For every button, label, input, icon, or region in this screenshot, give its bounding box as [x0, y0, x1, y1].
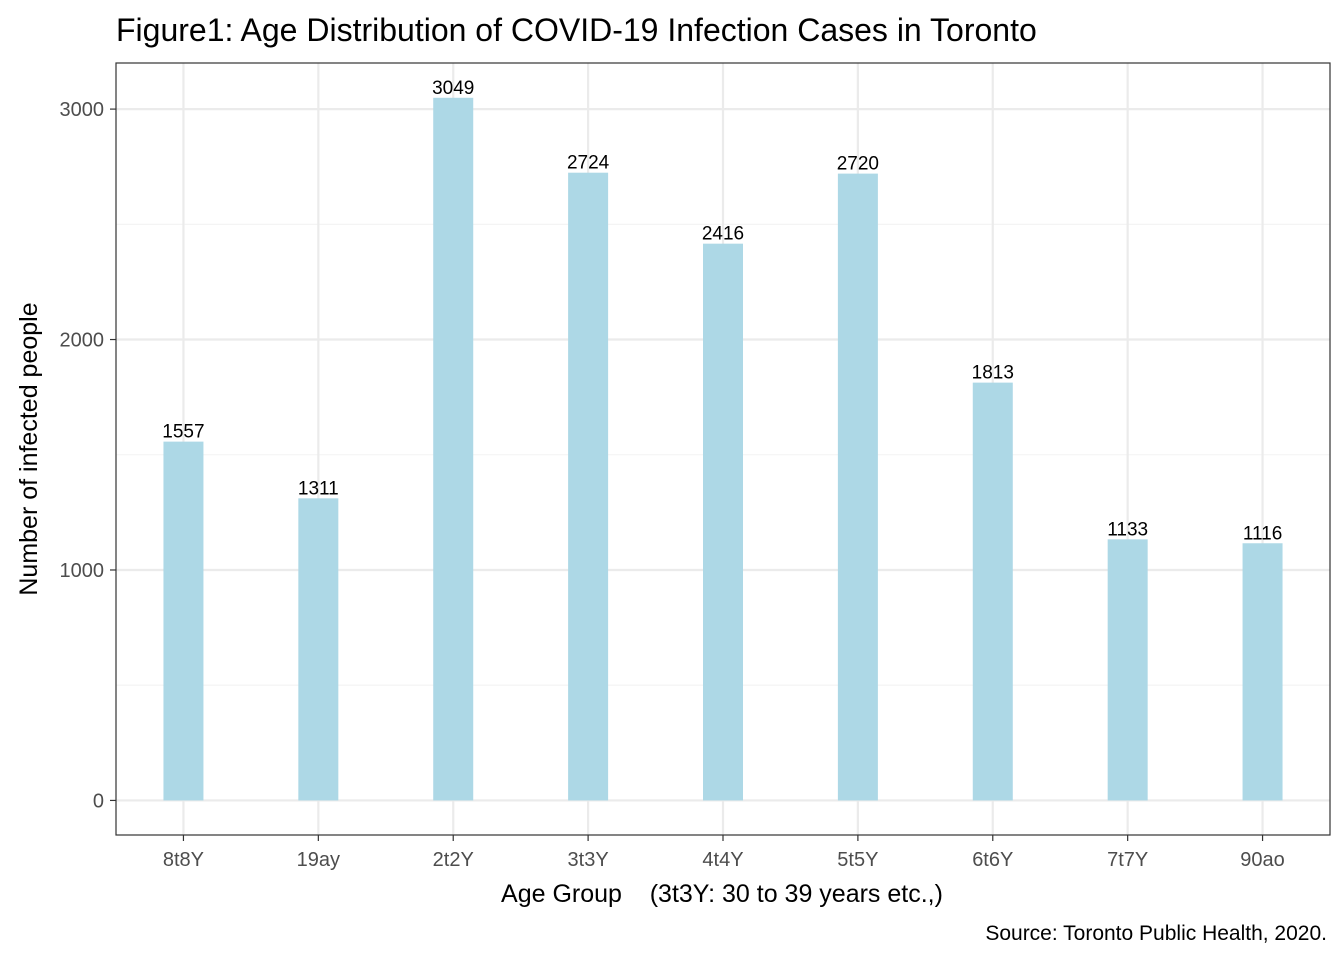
- bar-layer: [163, 97, 1283, 801]
- x-tick-label: 8t8Y: [163, 849, 204, 871]
- bar: [703, 243, 743, 801]
- x-tick-label: 2t2Y: [433, 849, 474, 871]
- y-tick-label: 3000: [60, 99, 105, 121]
- bar-value-label: 1116: [1243, 523, 1282, 544]
- x-tick-label: 3t3Y: [568, 849, 609, 871]
- bar-value-label: 2724: [567, 153, 610, 174]
- bar-value-label: 1133: [1107, 519, 1148, 540]
- y-tick-label: 0: [93, 790, 104, 812]
- bar-value-label: 1557: [162, 422, 204, 443]
- data-label-layer: 1557 1311 3049 2724 2416 2720 1813 1133 1116: [162, 78, 1282, 544]
- y-tick-label: 2000: [60, 330, 105, 352]
- bar: [298, 498, 339, 801]
- bar: [1107, 539, 1148, 801]
- x-tick-label: 19ay: [297, 849, 340, 871]
- axis-layer: 8t8Y 19ay 2t2Y 3t3Y 4t4Y 5t5Y 6t6Y 7t7Y 90ao 0 100…: [60, 99, 1285, 871]
- bar: [163, 441, 204, 801]
- bar: [837, 173, 878, 801]
- x-tick-label: 5t5Y: [837, 849, 878, 871]
- x-tick-label: 7t7Y: [1107, 849, 1148, 871]
- bar-value-label: 1311: [298, 478, 339, 499]
- x-tick-label: 4t4Y: [702, 849, 743, 871]
- x-tick-label: 90ao: [1240, 849, 1285, 871]
- bar: [972, 382, 1013, 801]
- bar-value-label: 3049: [432, 78, 474, 99]
- bar-value-label: 1813: [972, 363, 1014, 384]
- y-axis-title: Number of infected people: [15, 302, 43, 595]
- bar-value-label: 2416: [702, 224, 744, 245]
- x-tick-label: 6t6Y: [972, 849, 1013, 871]
- bar: [1242, 543, 1283, 801]
- chart-title: Figure1: Age Distribution of COVID-19 In…: [116, 12, 1037, 48]
- bar: [568, 172, 609, 801]
- x-axis-title: Age Group (3t3Y: 30 to 39 years etc.,): [501, 880, 943, 908]
- bar-value-label: 2720: [837, 154, 879, 175]
- y-tick-label: 1000: [60, 560, 105, 582]
- source-caption: Source: Toronto Public Health, 2020.: [985, 922, 1327, 945]
- bar: [433, 97, 474, 801]
